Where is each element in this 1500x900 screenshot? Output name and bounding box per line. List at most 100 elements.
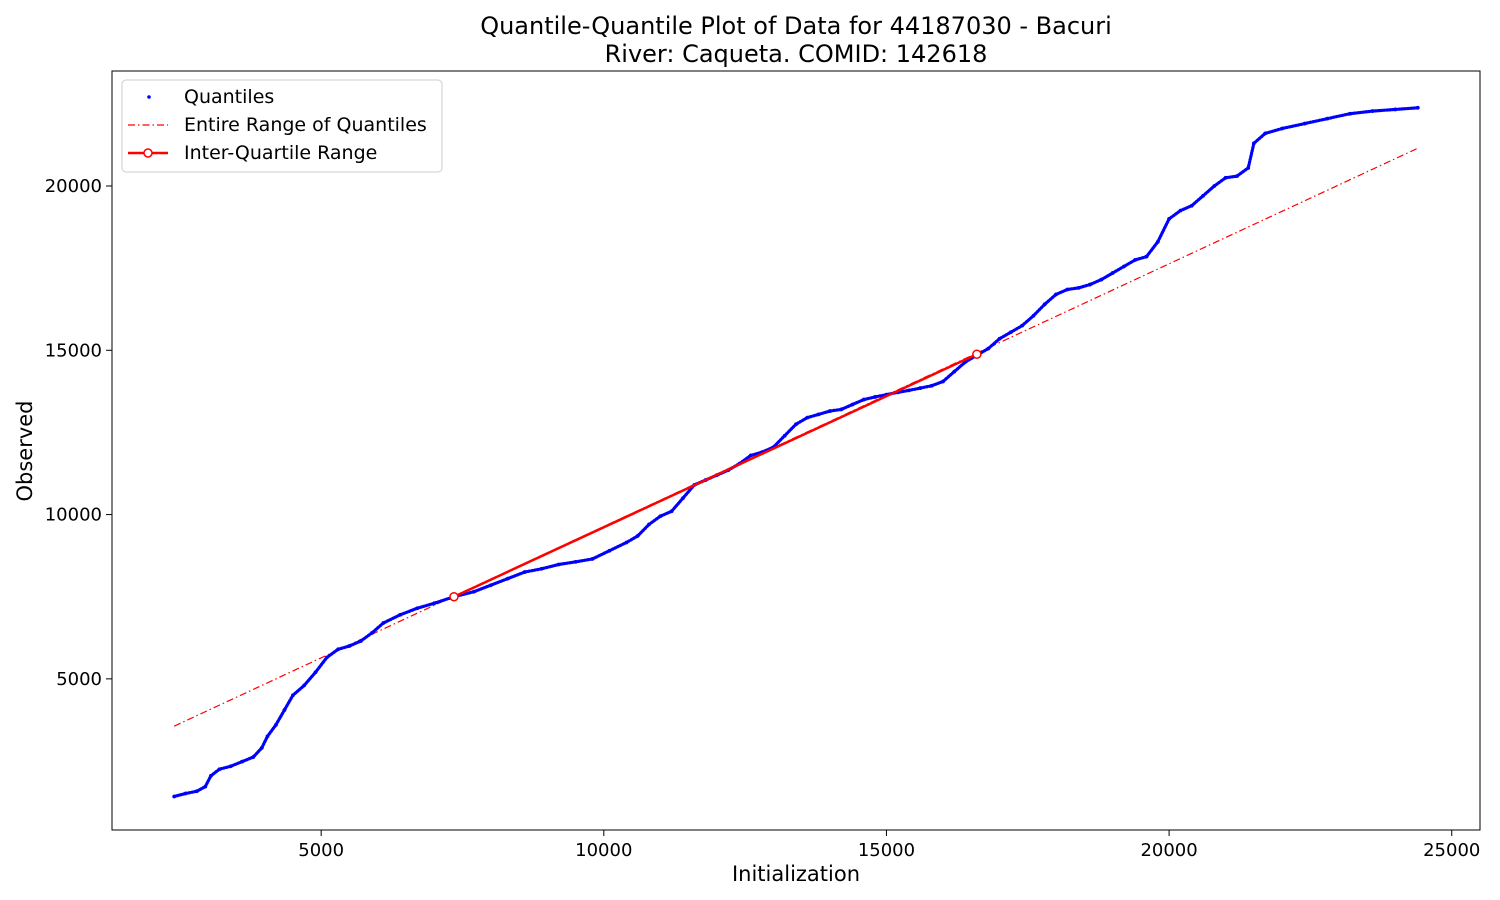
y-tick-label: 15000 <box>45 340 102 361</box>
quantile-point <box>539 566 544 571</box>
y-tick-label: 5000 <box>56 669 102 690</box>
quantile-point <box>828 409 832 413</box>
quantile-point <box>573 559 578 564</box>
quantile-point <box>471 589 476 594</box>
quantile-point <box>607 548 612 553</box>
quantile-point <box>1325 116 1330 121</box>
x-axis-label: Initialization <box>732 862 860 886</box>
quantile-point <box>302 683 307 688</box>
quantile-point <box>203 784 208 789</box>
quantile-point <box>748 453 753 458</box>
quantile-point <box>1110 271 1115 275</box>
quantile-point <box>209 773 213 778</box>
legend-box <box>121 79 443 173</box>
quantile-point <box>432 601 437 606</box>
quantile-point <box>347 644 352 648</box>
quantile-point <box>1263 131 1268 136</box>
inter-quartile-line <box>453 353 978 598</box>
legend: Quantiles Entire Range of Quantiles Inte… <box>121 79 443 173</box>
x-tick-label: 10000 <box>575 840 632 861</box>
quantile-point <box>590 557 595 561</box>
quantile-point <box>805 415 810 420</box>
quantile-point <box>929 383 934 388</box>
legend-quantiles-marker <box>147 95 151 99</box>
legend-range-label: Entire Range of Quantiles <box>184 114 427 136</box>
quantile-point <box>1099 277 1104 282</box>
quantile-point <box>1065 287 1070 292</box>
quantile-point <box>873 395 878 399</box>
quantile-point <box>1178 208 1183 213</box>
quantile-point <box>816 412 821 417</box>
y-tick-label: 10000 <box>45 505 102 526</box>
quantile-point <box>1370 109 1375 113</box>
quantile-point <box>782 433 787 438</box>
quantile-point <box>952 369 957 374</box>
quantile-point <box>1201 193 1205 198</box>
quantile-point <box>839 407 844 412</box>
quantile-point <box>1076 285 1081 290</box>
axes-frame <box>111 70 1481 831</box>
quantile-point <box>1031 313 1036 318</box>
quantile-point <box>415 606 420 611</box>
quantile-point <box>1302 121 1307 126</box>
quantile-point <box>265 734 270 739</box>
quantile-point <box>1280 126 1285 131</box>
quantile-point <box>647 522 651 527</box>
chart-title: Quantile-Quantile Plot of Data for 44187… <box>480 12 1112 40</box>
quantile-point <box>1008 330 1013 335</box>
quantile-point <box>217 767 222 772</box>
x-axis: 5000 10000 15000 20000 25000 <box>298 830 1480 861</box>
quantile-point <box>1415 105 1420 110</box>
quantile-point <box>1167 216 1171 221</box>
x-tick-label: 25000 <box>1423 840 1480 861</box>
quantile-point <box>794 422 798 427</box>
quantile-point <box>240 759 244 764</box>
quantile-point <box>251 755 256 759</box>
quantile-point <box>1348 111 1352 116</box>
quantile-point <box>850 402 855 407</box>
quantile-point <box>624 540 629 545</box>
quantile-point <box>1020 323 1025 328</box>
y-tick-label: 20000 <box>45 176 102 197</box>
quantile-point <box>381 621 386 625</box>
quantile-point <box>522 570 527 574</box>
quantiles-trace <box>172 106 1420 799</box>
quantile-point <box>324 655 329 660</box>
quantile-point <box>313 670 318 675</box>
quantile-point <box>1223 175 1228 180</box>
y-axis: 5000 10000 15000 20000 <box>45 176 112 690</box>
quantile-point <box>1251 141 1256 146</box>
quantile-point <box>997 336 1002 341</box>
quantile-point <box>398 612 403 617</box>
quantile-point <box>1042 302 1047 307</box>
y-axis-label: Observed <box>13 400 37 501</box>
quantile-point <box>907 388 911 393</box>
chart-subtitle: River: Caqueta. COMID: 142618 <box>605 40 988 68</box>
plot-area <box>172 105 1420 799</box>
quantile-point <box>986 346 991 351</box>
quantile-point <box>669 509 674 514</box>
quantile-point <box>1212 184 1217 188</box>
quantile-point <box>1393 107 1398 112</box>
quantile-point <box>1133 258 1138 262</box>
quantile-point <box>1121 264 1126 269</box>
quantile-point <box>274 722 278 727</box>
quantile-point <box>861 397 866 402</box>
legend-iqr-label: Inter-Quartile Range <box>184 142 377 164</box>
quantile-point <box>172 794 177 799</box>
x-tick-label: 15000 <box>858 840 915 861</box>
quantile-point <box>1246 166 1251 170</box>
quantile-point <box>282 708 287 712</box>
quantile-point <box>1189 203 1194 208</box>
quantile-point <box>370 630 374 635</box>
quantile-point <box>228 764 233 769</box>
quantile-point <box>918 386 923 390</box>
quantile-point <box>259 745 264 750</box>
quantile-point <box>1088 282 1092 287</box>
legend-quantiles-label: Quantiles <box>184 86 274 108</box>
quantile-point <box>635 534 640 538</box>
quantile-point <box>1144 254 1149 259</box>
quantile-point <box>658 514 663 519</box>
legend-iqr-marker <box>143 148 153 158</box>
